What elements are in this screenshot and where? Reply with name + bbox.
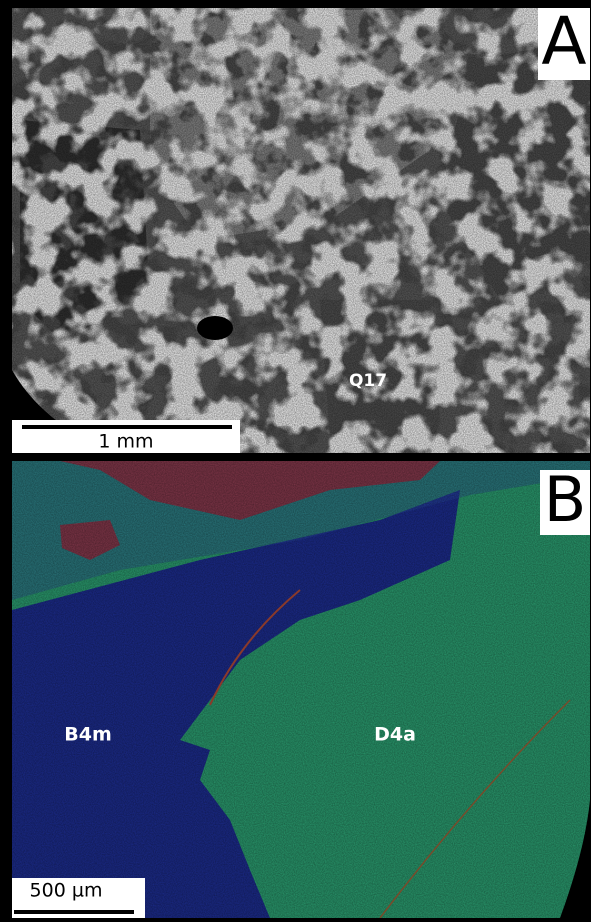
panel-b-image — [12, 461, 590, 918]
crack — [379, 699, 571, 918]
scale-bar-label: 1 mm — [98, 431, 153, 453]
noise — [12, 8, 590, 453]
panel-a-image — [12, 8, 590, 453]
annotation: D4a — [374, 724, 416, 746]
label-box — [540, 470, 590, 535]
crack — [209, 589, 301, 706]
sample-edge — [560, 800, 590, 918]
annotation: B4m — [64, 724, 112, 746]
panel-label: A — [541, 3, 586, 80]
panel-label: B — [544, 463, 587, 536]
label-box — [538, 8, 590, 80]
noise — [12, 461, 590, 918]
scale-bar-label: 500 µm — [30, 880, 103, 902]
void — [197, 316, 233, 340]
annotation: Q17 — [349, 371, 387, 391]
